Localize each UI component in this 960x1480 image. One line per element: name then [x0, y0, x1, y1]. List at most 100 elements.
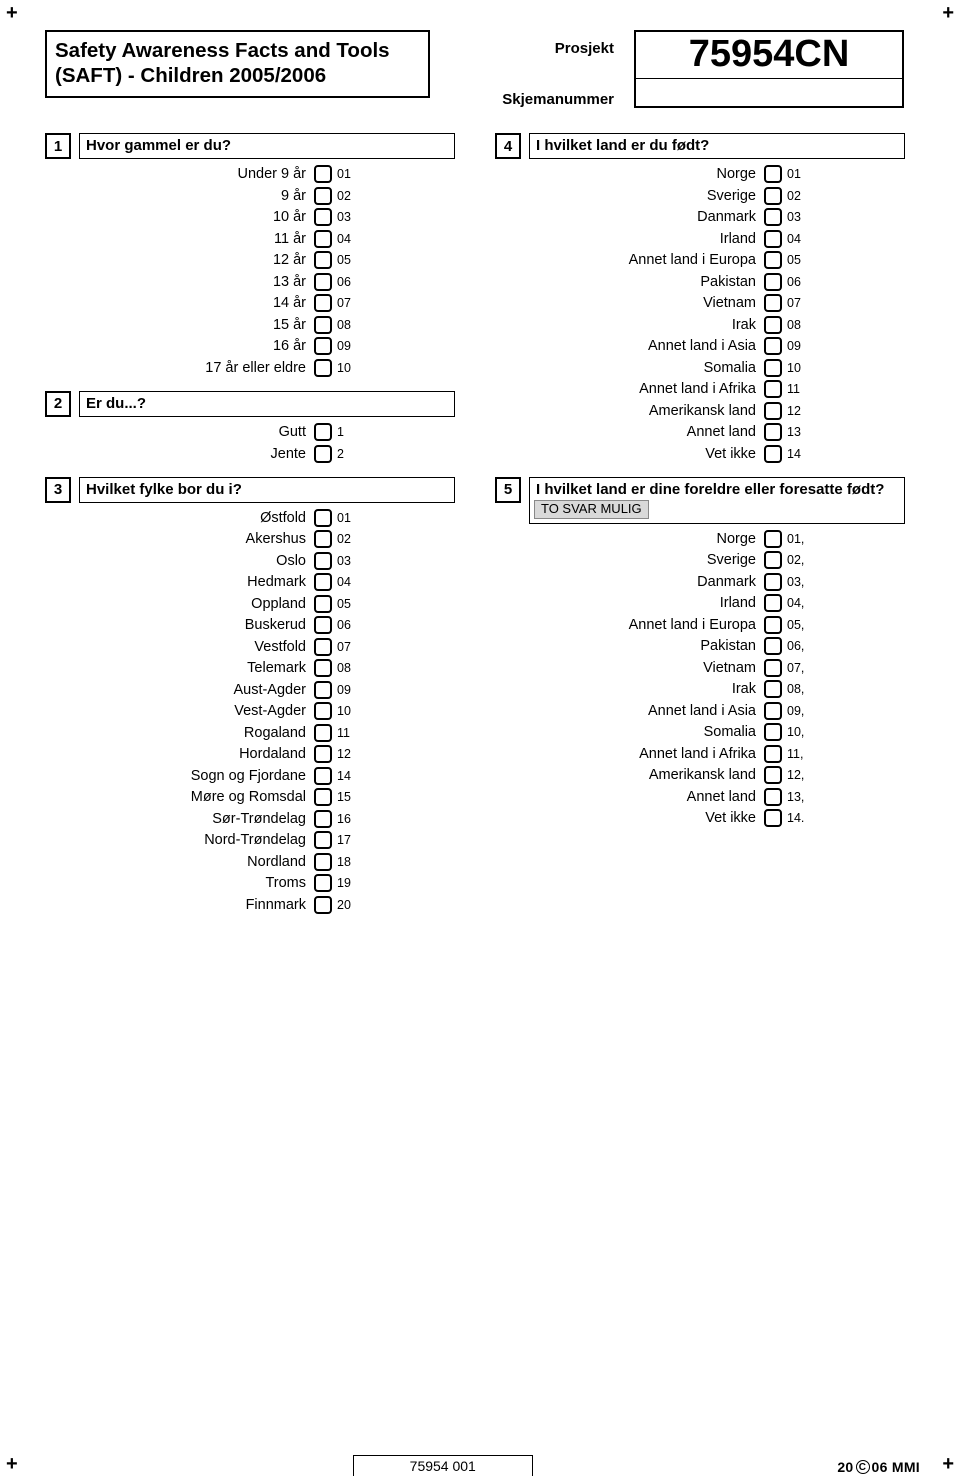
option-label: Rogaland	[244, 725, 306, 741]
checkbox[interactable]	[764, 165, 782, 183]
checkbox[interactable]	[314, 294, 332, 312]
checkbox[interactable]	[764, 380, 782, 398]
option-code: 12	[787, 404, 815, 418]
checkbox[interactable]	[314, 509, 332, 527]
option-label: Irak	[732, 681, 756, 697]
checkbox[interactable]	[764, 745, 782, 763]
checkbox[interactable]	[314, 423, 332, 441]
checkbox[interactable]	[314, 573, 332, 591]
checkbox[interactable]	[764, 788, 782, 806]
checkbox[interactable]	[764, 337, 782, 355]
checkbox[interactable]	[764, 680, 782, 698]
option-label: Oppland	[251, 596, 306, 612]
checkbox[interactable]	[314, 896, 332, 914]
checkbox[interactable]	[764, 616, 782, 634]
checkbox[interactable]	[314, 595, 332, 613]
checkbox[interactable]	[764, 359, 782, 377]
checkbox[interactable]	[764, 702, 782, 720]
checkbox[interactable]	[764, 230, 782, 248]
option-row: 10 år03	[45, 208, 455, 226]
checkbox[interactable]	[764, 637, 782, 655]
checkbox[interactable]	[314, 745, 332, 763]
option-label: Pakistan	[700, 638, 756, 654]
option-label: Oslo	[276, 553, 306, 569]
footer-year-suffix: 06 MMI	[872, 1459, 920, 1475]
questions-columns: 1 Hvor gammel er du? Under 9 år019 år021…	[45, 133, 915, 928]
checkbox[interactable]	[764, 273, 782, 291]
checkbox[interactable]	[314, 681, 332, 699]
checkbox[interactable]	[314, 445, 332, 463]
checkbox[interactable]	[314, 208, 332, 226]
checkbox[interactable]	[314, 874, 332, 892]
checkbox[interactable]	[314, 316, 332, 334]
option-label: Møre og Romsdal	[191, 789, 306, 805]
checkbox[interactable]	[764, 187, 782, 205]
checkbox[interactable]	[764, 594, 782, 612]
option-code: 09	[337, 339, 365, 353]
checkbox[interactable]	[314, 724, 332, 742]
checkbox[interactable]	[764, 659, 782, 677]
option-label: Vietnam	[703, 660, 756, 676]
checkbox[interactable]	[314, 702, 332, 720]
footer-year-prefix: 20	[837, 1459, 853, 1475]
option-label: Buskerud	[245, 617, 306, 633]
checkbox[interactable]	[314, 767, 332, 785]
checkbox[interactable]	[314, 788, 332, 806]
checkbox[interactable]	[764, 445, 782, 463]
option-row: Norge01	[495, 165, 905, 183]
checkbox[interactable]	[314, 187, 332, 205]
option-code: 03	[337, 210, 365, 224]
checkbox[interactable]	[764, 573, 782, 591]
option-label: Sør-Trøndelag	[212, 811, 306, 827]
option-row: Nord-Trøndelag17	[45, 831, 455, 849]
option-code: 04	[787, 232, 815, 246]
checkbox[interactable]	[314, 810, 332, 828]
option-row: Somalia10,	[495, 723, 905, 741]
checkbox[interactable]	[314, 359, 332, 377]
checkbox[interactable]	[764, 316, 782, 334]
checkbox[interactable]	[764, 402, 782, 420]
checkbox[interactable]	[314, 638, 332, 656]
option-row: Pakistan06,	[495, 637, 905, 655]
checkbox[interactable]	[314, 616, 332, 634]
option-row: 13 år06	[45, 273, 455, 291]
checkbox[interactable]	[314, 659, 332, 677]
option-code: 14	[787, 447, 815, 461]
option-row: Annet land i Europa05	[495, 251, 905, 269]
checkbox[interactable]	[314, 552, 332, 570]
checkbox[interactable]	[764, 294, 782, 312]
checkbox[interactable]	[314, 165, 332, 183]
option-code: 11	[787, 382, 815, 396]
survey-title: Safety Awareness Facts and Tools (SAFT) …	[45, 30, 430, 98]
crop-mark-tl: +	[6, 2, 18, 25]
checkbox[interactable]	[314, 530, 332, 548]
checkbox[interactable]	[764, 723, 782, 741]
checkbox[interactable]	[764, 766, 782, 784]
option-code: 10,	[787, 725, 815, 739]
option-label: Vietnam	[703, 295, 756, 311]
project-code-box: 75954CN	[634, 30, 904, 108]
option-row: Pakistan06	[495, 273, 905, 291]
checkbox[interactable]	[314, 853, 332, 871]
checkbox[interactable]	[764, 809, 782, 827]
checkbox[interactable]	[764, 251, 782, 269]
option-label: Irak	[732, 317, 756, 333]
checkbox[interactable]	[764, 423, 782, 441]
checkbox[interactable]	[314, 230, 332, 248]
option-row: Under 9 år01	[45, 165, 455, 183]
option-label: Nord-Trøndelag	[204, 832, 306, 848]
checkbox[interactable]	[314, 273, 332, 291]
option-row: Annet land13	[495, 423, 905, 441]
option-code: 01	[337, 511, 365, 525]
option-row: Gutt1	[45, 423, 455, 441]
checkbox[interactable]	[764, 551, 782, 569]
project-label: Prosjekt	[555, 40, 614, 57]
option-code: 14	[337, 769, 365, 783]
checkbox[interactable]	[314, 251, 332, 269]
checkbox[interactable]	[314, 337, 332, 355]
checkbox[interactable]	[764, 530, 782, 548]
checkbox[interactable]	[764, 208, 782, 226]
option-code: 05	[337, 597, 365, 611]
option-code: 08	[787, 318, 815, 332]
checkbox[interactable]	[314, 831, 332, 849]
